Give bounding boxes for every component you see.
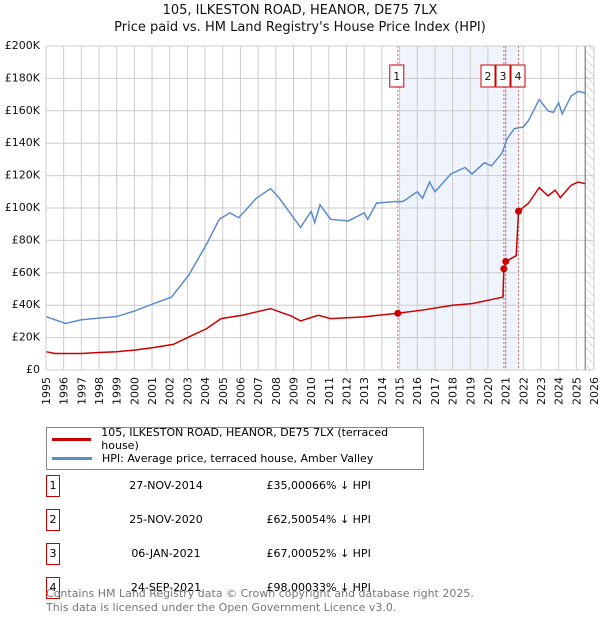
x-tick-label: 2004: [199, 377, 212, 405]
x-tick-label: 2025: [570, 377, 583, 405]
sale-row: 3 06-JAN-2021 £67,000 52% ↓ HPI: [46, 543, 446, 565]
sale-point: [500, 265, 508, 273]
x-tick-label: 2018: [447, 377, 460, 405]
sale-date: 25-NOV-2020: [129, 513, 203, 526]
y-tick-label: £100K: [5, 201, 41, 214]
sale-label-text: 2: [485, 70, 492, 83]
sale-number-badge: 1: [46, 475, 60, 497]
sale-hpi-diff: 54% ↓ HPI: [312, 513, 371, 526]
y-tick-label: £140K: [5, 136, 41, 149]
sale-label-box: 1: [389, 64, 405, 88]
x-tick-label: 2005: [217, 377, 230, 405]
x-tick-label: 1998: [93, 377, 106, 405]
x-tick-label: 2016: [411, 377, 424, 405]
x-tick-label: 2023: [535, 377, 548, 405]
legend-blue-line: [52, 456, 92, 460]
x-tick-label: 2020: [482, 377, 495, 405]
sale-label-text: 4: [515, 70, 522, 83]
sale-hpi-diff: 52% ↓ HPI: [312, 547, 371, 560]
x-tick-label: 2010: [305, 377, 318, 405]
y-tick-label: £60K: [12, 266, 41, 279]
sale-label-text: 3: [500, 70, 507, 83]
sale-price: £35,000: [266, 479, 313, 492]
x-tick-label: 2007: [252, 377, 265, 405]
x-tick-label: 2019: [464, 377, 477, 405]
y-tick-label: £20K: [12, 331, 41, 344]
plot-border: [45, 45, 595, 371]
y-tick-label: £200K: [5, 39, 41, 52]
sale-date: 24-SEP-2021: [130, 581, 202, 594]
x-tick-label: 2002: [164, 377, 177, 405]
sale-label-border: [480, 64, 496, 88]
legend: 105, ILKESTON ROAD, HEANOR, DE75 7LX (te…: [46, 426, 424, 470]
y-tick-label: £80K: [12, 233, 41, 246]
sale-point: [502, 257, 510, 265]
footer-copyright: Contains HM Land Registry data © Crown c…: [46, 587, 474, 600]
y-tick-label: £120K: [5, 169, 41, 182]
y-tick-label: £180K: [5, 71, 41, 84]
chart: 1995 1996 1997 1998 1999 2000 2001 2002 2003 2004…: [5, 39, 600, 405]
x-tick-label: 2006: [234, 377, 247, 405]
x-tick-label: 2026: [588, 377, 600, 405]
sale-label-border: [389, 64, 405, 88]
sale-label-box: 3: [495, 64, 511, 88]
y-tick-label: £40K: [12, 298, 41, 311]
x-tick-label: 2000: [128, 377, 141, 405]
x-tick-label: 2009: [287, 377, 300, 405]
x-tick-label: 2015: [394, 377, 407, 405]
x-tick-label: 2012: [341, 377, 354, 405]
sale-label-box: 2: [480, 64, 496, 88]
y-tick-label: £0: [26, 363, 40, 376]
property-price-line: [45, 181, 586, 355]
sale-row: 1 27-NOV-2014 £35,000 66% ↓ HPI: [46, 475, 446, 497]
x-tick-label: 1999: [111, 377, 124, 405]
chart-subtitle: Price paid vs. HM Land Registry's House …: [114, 20, 486, 35]
sale-label-border: [495, 64, 511, 88]
legend-red-line: [52, 437, 92, 441]
sale-number-badge: 4: [46, 577, 60, 599]
x-tick-label: 2001: [146, 377, 159, 405]
x-tick-label: 2014: [376, 377, 389, 405]
sale-point: [394, 309, 402, 317]
x-tick-label: 1997: [75, 377, 88, 405]
x-tick-label: 2024: [553, 377, 566, 405]
sale-number-badge: 3: [46, 543, 60, 565]
sale-point: [515, 207, 523, 215]
x-tick-label: 2013: [358, 377, 371, 405]
sale-price: £62,500: [266, 513, 313, 526]
hpi-line: [45, 90, 586, 325]
sale-hpi-diff: 66% ↓ HPI: [312, 479, 371, 492]
chart-title: 105, ILKESTON ROAD, HEANOR, DE75 7LX: [162, 3, 438, 18]
legend-label-property: 105, ILKESTON ROAD, HEANOR, DE75 7LX (te…: [101, 426, 389, 452]
x-tick-label: 2011: [323, 377, 336, 405]
x-tick-label: 2003: [181, 377, 194, 405]
footer-licence: This data is licensed under the Open Gov…: [46, 601, 397, 614]
x-tick-label: 2021: [500, 377, 513, 405]
sale-date: 27-NOV-2014: [129, 479, 203, 492]
x-tick-label: 1995: [40, 377, 53, 405]
sale-label-border: [510, 64, 526, 88]
x-tick-label: 2017: [429, 377, 442, 405]
sale-row: 2 25-NOV-2020 £62,500 54% ↓ HPI: [46, 509, 446, 531]
sale-row: 4 24-SEP-2021 £98,000 33% ↓ HPI: [46, 577, 446, 599]
sale-price: £67,000: [266, 547, 313, 560]
y-tick-label: £160K: [5, 104, 41, 117]
legend-label-hpi: HPI: Average price, terraced house, Ambe…: [102, 451, 374, 465]
sale-date: 06-JAN-2021: [131, 547, 201, 560]
sale-number-badge: 2: [46, 509, 60, 531]
x-tick-label: 1996: [58, 377, 71, 405]
x-tick-label: 2008: [270, 377, 283, 405]
sale-label-box: 4: [510, 64, 526, 88]
sale-label-text: 1: [393, 70, 400, 83]
sale-price: £98,000: [266, 581, 313, 594]
x-tick-label: 2022: [517, 377, 530, 405]
sale-hpi-diff: 33% ↓ HPI: [312, 581, 371, 594]
